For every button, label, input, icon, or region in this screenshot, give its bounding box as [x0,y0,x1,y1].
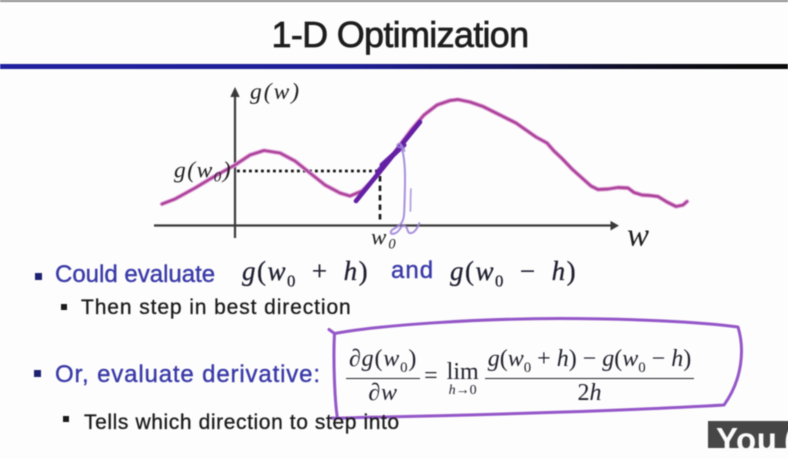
svg-text:g(w): g(w) [250,79,301,105]
svg-text:w: w [627,218,649,254]
svg-text:g(w0): g(w0) [174,158,232,186]
